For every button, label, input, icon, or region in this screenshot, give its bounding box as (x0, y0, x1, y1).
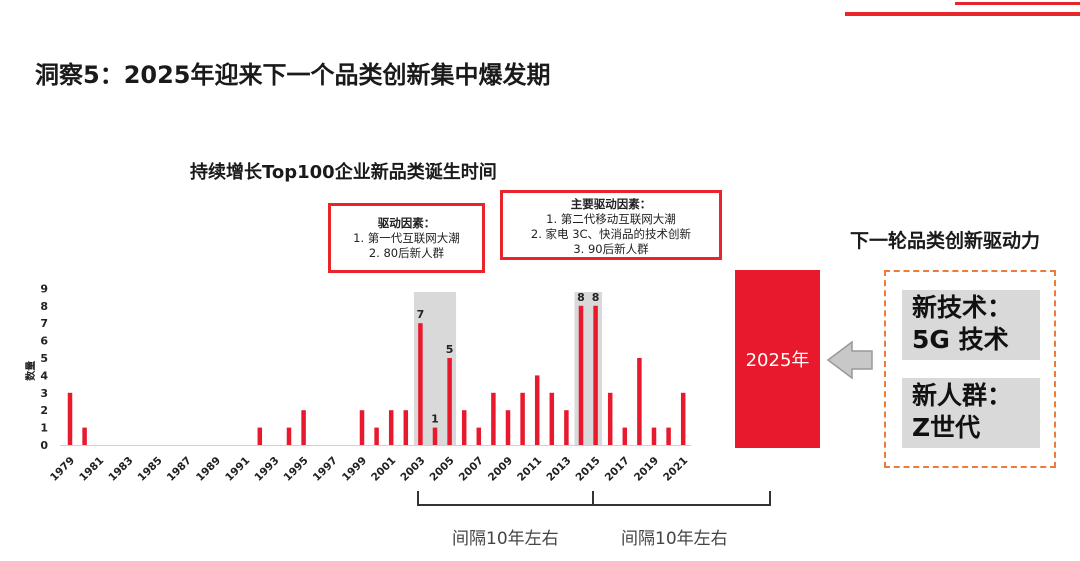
y-tick-label: 2 (40, 404, 48, 417)
bar-2007 (476, 427, 482, 445)
annotation-box-second-wave: 主要驱动因素： 1. 第二代移动互联网大潮 2. 家电 3C、快消品的技术创新 … (500, 190, 722, 260)
arrow-left-icon (826, 340, 873, 380)
y-tick-label: 5 (40, 352, 48, 365)
interval-label-1: 间隔10年左右 (452, 529, 559, 549)
x-tick-label: 2017 (603, 455, 632, 484)
bar-1999 (359, 410, 365, 445)
data-label-2014: 8 (577, 291, 585, 304)
bar-1979 (67, 392, 73, 445)
data-label-2005: 5 (446, 343, 454, 356)
future-label: 2025年 (745, 350, 810, 371)
x-tick-label: 1991 (223, 455, 252, 484)
y-tick-label: 7 (40, 317, 48, 330)
x-tick-label: 2001 (369, 455, 398, 484)
data-label-2003: 7 (417, 308, 425, 321)
top-accent-line-short (955, 2, 1080, 5)
bar-2012 (549, 392, 555, 445)
drivers-box: 新技术： 5G 技术 新人群： Z世代 (884, 270, 1056, 468)
drivers-title: 下一轮品类创新驱动力 (850, 230, 1041, 252)
bar-2002 (403, 410, 409, 445)
bar-2017 (622, 427, 628, 445)
bar-2011 (534, 375, 540, 445)
highlight-band-2 (574, 292, 603, 445)
bar-2006 (461, 410, 467, 445)
page-title: 洞察5：2025年迎来下一个品类创新集中爆发期 (35, 61, 551, 89)
bar-2008 (491, 392, 496, 445)
bar-2015 (593, 305, 598, 445)
y-tick-label: 0 (40, 439, 48, 452)
bar-1992 (257, 427, 263, 445)
bar-2005 (447, 358, 452, 445)
bar-1980 (82, 427, 87, 445)
bar-2001 (388, 410, 394, 445)
x-tick-label: 1993 (252, 455, 281, 484)
x-tick-label: 2021 (661, 455, 690, 484)
x-tick-label: 1995 (282, 455, 311, 484)
bar-2003 (418, 323, 423, 445)
x-tick-label: 1989 (194, 455, 223, 484)
x-tick-label: 2015 (574, 455, 603, 484)
x-tick-label: 2005 (428, 455, 457, 484)
driver-detail: Z世代 (912, 413, 981, 442)
y-tick-label: 6 (40, 335, 48, 348)
x-tick-label: 1981 (77, 455, 106, 484)
bar-1994 (286, 427, 292, 445)
x-tick-label: 1979 (48, 455, 77, 484)
x-tick-label: 2007 (457, 455, 486, 484)
y-tick-label: 9 (40, 282, 48, 295)
bar-2013 (564, 410, 569, 445)
bar-2014 (578, 305, 584, 445)
y-tick-label: 3 (40, 387, 48, 400)
x-tick-label: 1985 (136, 455, 165, 484)
future-2025-block: 2025年 (735, 270, 820, 448)
y-axis-label: 数量 (24, 361, 37, 381)
annotation-line: 3. 90后新人群 (573, 242, 649, 256)
bar-1995 (301, 410, 306, 445)
annotation-heading: 主要驱动因素： (570, 197, 652, 211)
annotation-line: 2. 家电 3C、快消品的技术创新 (530, 227, 692, 241)
driver-detail: 5G 技术 (912, 325, 1009, 354)
bar-2004 (432, 427, 438, 445)
bar-2010 (520, 392, 525, 445)
driver-heading: 新人群： (912, 381, 1013, 410)
interval-bracket-1 (417, 491, 594, 506)
driver-item-people: 新人群： Z世代 (902, 378, 1040, 448)
bar-2021 (680, 392, 686, 445)
interval-label-2: 间隔10年左右 (621, 529, 728, 549)
annotation-heading: 驱动因素： (377, 216, 436, 230)
x-tick-label: 1987 (165, 455, 194, 484)
x-tick-label: 1997 (311, 455, 340, 484)
x-tick-label: 1999 (340, 455, 369, 484)
bar-2009 (505, 410, 511, 445)
x-tick-label: 2003 (398, 455, 427, 484)
annotation-line: 1. 第一代互联网大潮 (353, 231, 460, 245)
annotation-line: 1. 第二代移动互联网大潮 (546, 212, 676, 226)
y-tick-label: 8 (40, 300, 48, 313)
chart-title: 持续增长Top100企业新品类诞生时间 (190, 162, 497, 183)
y-tick-label: 1 (40, 422, 48, 435)
bar-2019 (651, 427, 657, 445)
driver-heading: 新技术： (912, 293, 1013, 322)
x-tick-label: 2019 (632, 455, 661, 484)
data-label-2015: 8 (592, 291, 600, 304)
bar-2018 (637, 358, 642, 445)
top-accent-line (845, 12, 1080, 16)
annotation-box-first-wave: 驱动因素： 1. 第一代互联网大潮 2. 80后新人群 (328, 203, 485, 273)
x-tick-label: 2011 (515, 455, 544, 484)
bar-2000 (374, 427, 379, 445)
data-label-2004: 1 (431, 413, 439, 426)
driver-item-technology: 新技术： 5G 技术 (902, 290, 1040, 360)
annotation-line: 2. 80后新人群 (368, 246, 445, 260)
interval-bracket-2 (592, 491, 771, 506)
x-tick-label: 1983 (106, 455, 135, 484)
bar-2020 (666, 427, 671, 445)
y-tick-label: 4 (40, 369, 48, 382)
bar-2016 (607, 392, 613, 445)
x-tick-label: 2009 (486, 455, 515, 484)
x-tick-label: 2013 (544, 455, 573, 484)
